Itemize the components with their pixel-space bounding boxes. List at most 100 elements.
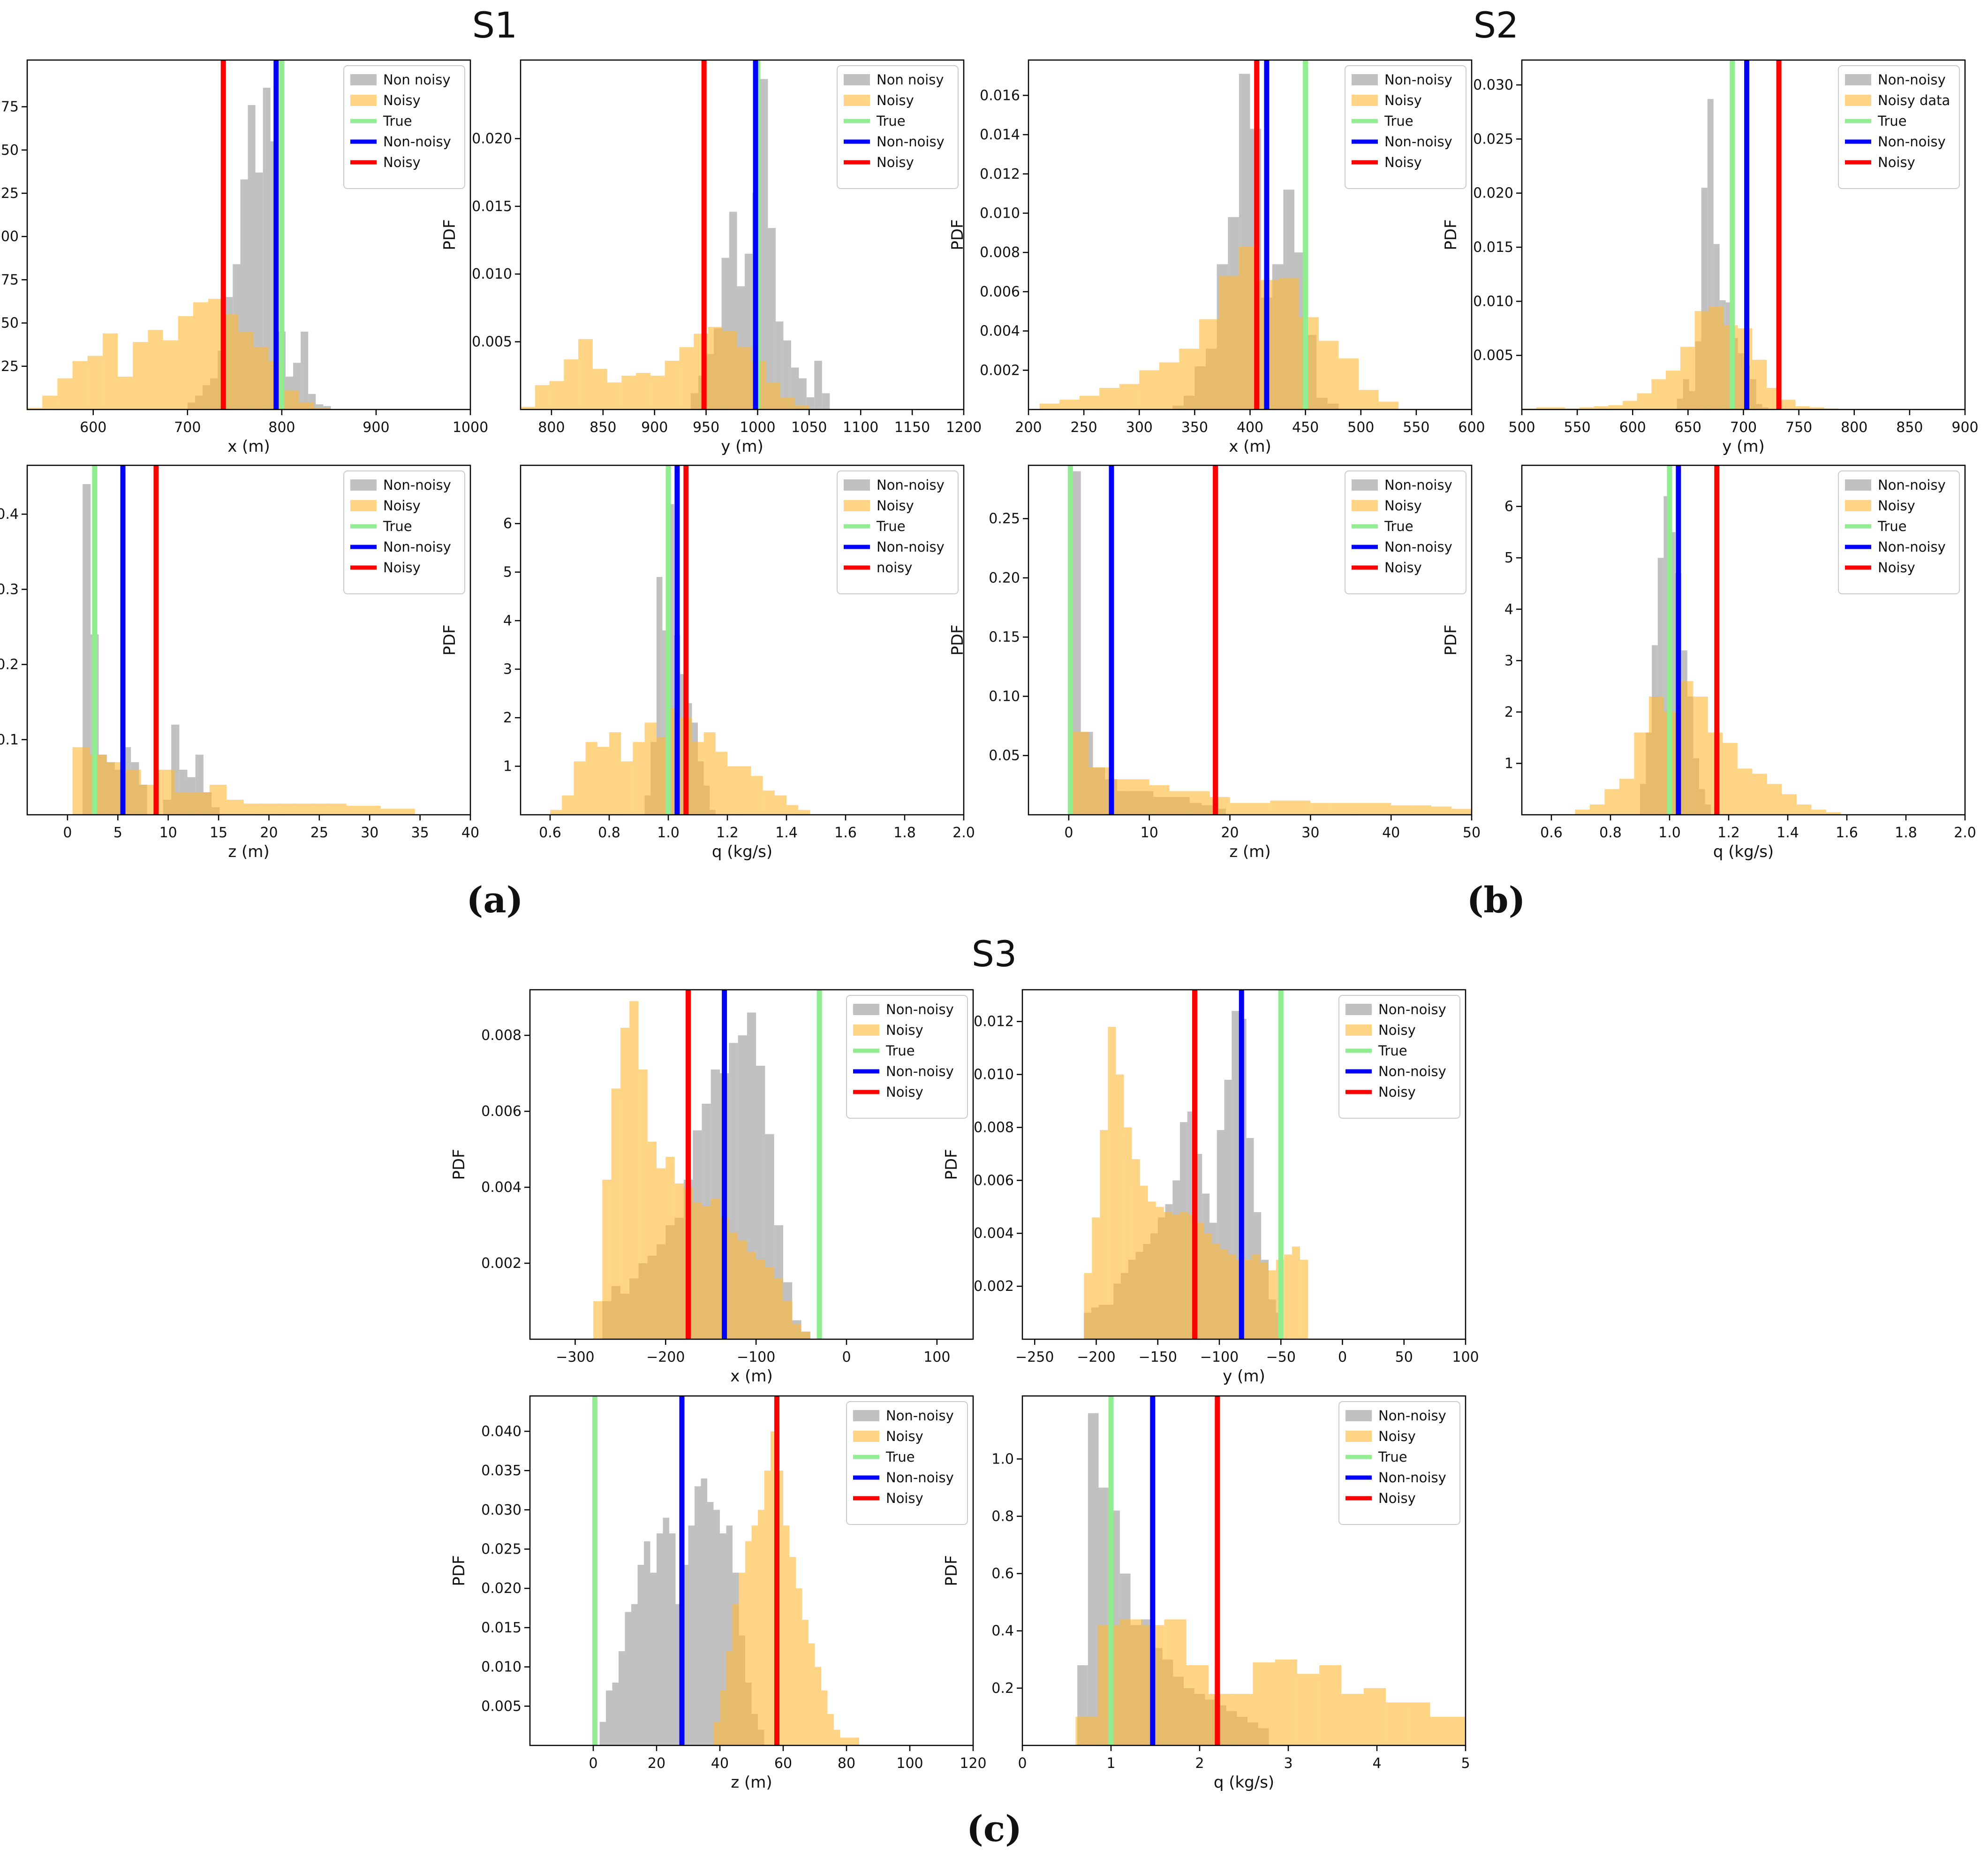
hist-bar-noisy bbox=[751, 1525, 758, 1745]
hist-bar-non-noisy bbox=[1088, 1413, 1099, 1745]
hist-bar-noisy bbox=[1284, 1254, 1292, 1339]
y-tick-label: 2 bbox=[1504, 704, 1513, 720]
hist-bar-non-noisy bbox=[768, 228, 776, 410]
x-tick-label: 900 bbox=[1951, 419, 1978, 436]
hist-bar-noisy bbox=[1371, 803, 1391, 815]
legend-entry: Non-noisy bbox=[1378, 1408, 1446, 1424]
x-tick-label: 500 bbox=[1347, 419, 1374, 436]
hist-bar-noisy bbox=[1330, 803, 1351, 815]
y-tick-label: 0.002 bbox=[980, 362, 1020, 379]
hist-bar-noisy bbox=[1310, 803, 1331, 815]
x-tick-label: 50 bbox=[1463, 825, 1481, 841]
legend-swatch bbox=[350, 500, 377, 511]
hist-bar-noisy bbox=[1092, 1217, 1100, 1339]
hist-bar-noisy bbox=[1149, 785, 1170, 815]
hist-bar-noisy bbox=[363, 805, 381, 815]
hist-bar-noisy bbox=[739, 766, 751, 815]
axes-frame bbox=[1021, 1395, 1466, 1746]
y-tick-label: 0.2 bbox=[0, 657, 19, 673]
hist-bar-non-noisy bbox=[657, 1533, 663, 1745]
y-tick-label: 6 bbox=[503, 516, 512, 532]
hist-bar-noisy bbox=[650, 375, 665, 410]
hist-bar-noisy bbox=[1767, 784, 1782, 815]
hist-bar-noisy bbox=[299, 402, 314, 410]
hist-bar-noisy bbox=[636, 373, 650, 410]
y-tick-label: 4 bbox=[1504, 601, 1513, 618]
hist-bar-noisy bbox=[1575, 810, 1590, 815]
y-tick-label: 5 bbox=[503, 564, 512, 581]
legend-entry: Non noisy bbox=[383, 72, 451, 88]
hist-bar-noisy bbox=[644, 722, 657, 815]
x-tick-label: 5 bbox=[1461, 1755, 1470, 1772]
hist-bar-non-noisy bbox=[688, 1525, 695, 1745]
hist-bar-noisy bbox=[1186, 1665, 1209, 1745]
hist-bar-noisy bbox=[574, 761, 586, 815]
hist-bar-noisy bbox=[629, 1001, 639, 1339]
y-tick-label: 0.005 bbox=[472, 334, 512, 350]
chart-s1-y: 800 850 900 950 1000 1050 1100 1150 1200 0.005 0.0… bbox=[440, 59, 982, 456]
legend-entry: Noisy bbox=[383, 92, 421, 108]
plot-area bbox=[27, 60, 331, 410]
hist-bar-noisy bbox=[1129, 779, 1149, 815]
hist-bar-noisy bbox=[27, 408, 43, 410]
x-tick-label: 0.6 bbox=[1540, 825, 1563, 841]
y-tick-label: 0.025 bbox=[1473, 131, 1513, 147]
legend-entry: Noisy bbox=[886, 1490, 923, 1506]
hist-bar-noisy bbox=[726, 1651, 733, 1745]
hist-bar-noisy bbox=[1156, 1206, 1164, 1339]
hist-bar-noisy bbox=[1622, 401, 1637, 410]
x-tick-label: 1.4 bbox=[1776, 825, 1799, 841]
hist-bar-noisy bbox=[1363, 1688, 1386, 1745]
legend-entry: Non-noisy bbox=[1384, 134, 1452, 150]
legend-entry: Noisy bbox=[1878, 560, 1915, 576]
hist-bar-noisy bbox=[158, 769, 175, 815]
plot-area bbox=[550, 465, 810, 815]
hist-bar-noisy bbox=[611, 1088, 620, 1339]
hist-bar-noisy bbox=[1385, 1702, 1408, 1745]
hist-bar-non-noisy bbox=[707, 1502, 714, 1745]
hist-bar-noisy bbox=[711, 1198, 720, 1339]
y-tick-label: 0.4 bbox=[0, 506, 19, 523]
legend-entry: True bbox=[1378, 1043, 1407, 1059]
hist-bar-noisy bbox=[1100, 1130, 1108, 1339]
x-tick-label: 900 bbox=[641, 419, 668, 436]
hist-bar-noisy bbox=[597, 747, 609, 815]
legend: Non-noisy Noisy True Non-noisy Noisy bbox=[1338, 995, 1460, 1119]
axes-frame bbox=[1028, 464, 1473, 816]
chart-s2-x: 200 250 300 350 400 450 500 550 600 0.002 0.004 0.0… bbox=[948, 59, 1485, 456]
hist-bar-noisy bbox=[1199, 319, 1219, 410]
x-tick-label: 1.2 bbox=[716, 825, 739, 841]
hist-bar-noisy bbox=[1148, 1201, 1156, 1339]
y-tick-label: 0.015 bbox=[472, 198, 512, 215]
x-tick-label: 1.6 bbox=[1836, 825, 1858, 841]
legend-entry: Noisy bbox=[1384, 498, 1422, 514]
y-tick-label: 1 bbox=[1504, 755, 1513, 772]
hist-bar-noisy bbox=[621, 761, 633, 815]
plot-area bbox=[1039, 60, 1399, 410]
x-tick-label: −250 bbox=[1015, 1349, 1054, 1365]
y-tick-label: 0.05 bbox=[989, 748, 1020, 764]
x-tick-label: 350 bbox=[1181, 419, 1208, 436]
legend-entry: Non-noisy bbox=[383, 539, 451, 555]
x-axis-label: z (m) bbox=[1229, 842, 1270, 861]
y-tick-label: 0.005 bbox=[481, 1698, 522, 1714]
hist-bar-noisy bbox=[1693, 697, 1708, 815]
y-axis-label: PDF bbox=[1442, 624, 1460, 655]
hist-bar-noisy bbox=[238, 332, 254, 410]
legend-entry: Non-noisy bbox=[1378, 1001, 1446, 1017]
hist-bar-noisy bbox=[1752, 774, 1767, 815]
hist-bar-noisy bbox=[815, 1667, 821, 1745]
x-tick-label: 3 bbox=[1284, 1755, 1293, 1772]
x-tick-label: 950 bbox=[693, 419, 719, 436]
legend-swatch bbox=[350, 479, 377, 491]
legend-entry: Non-noisy bbox=[1878, 72, 1946, 88]
plot-area bbox=[72, 465, 415, 815]
hist-bar-noisy bbox=[1230, 803, 1250, 815]
hist-bar-noisy bbox=[133, 342, 148, 410]
y-tick-label: 2 bbox=[503, 710, 512, 726]
legend-entry: Non-noisy bbox=[1878, 477, 1946, 493]
chart-s2-q: 0.6 0.8 1.0 1.2 1.4 1.6 1.8 2.0 1 2 3 4 5 6 q (kg/s) PD… bbox=[1442, 464, 1976, 861]
hist-bar-non-noisy bbox=[669, 1533, 676, 1745]
axes-frame bbox=[1021, 989, 1466, 1340]
